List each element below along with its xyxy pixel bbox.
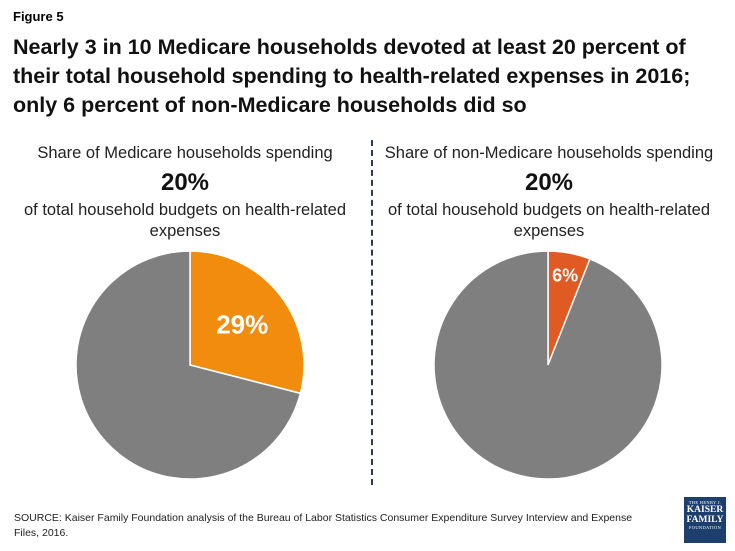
chart-headline: Nearly 3 in 10 Medicare households devot… [13, 35, 691, 117]
non-medicare-chart-caption: Share of non-Medicare households spendin… [373, 143, 725, 242]
kff-logo: THE HENRY J. KAISER FAMILY FOUNDATION [684, 497, 726, 543]
caption-percent: 20% [524, 169, 574, 196]
pie-slice [75, 250, 302, 480]
logo-line: FOUNDATION [689, 525, 721, 530]
caption-pre: Share of Medicare households spending [37, 144, 333, 162]
medicare-chart-caption: Share of Medicare households spending 20… [10, 143, 360, 242]
caption-post: of total household budgets on health-rel… [24, 201, 346, 240]
logo-line: KAISER [686, 505, 724, 515]
slice-data-label: 29% [216, 310, 268, 340]
non-medicare-pie-chart: 6% [433, 250, 663, 480]
figure-label: Figure 5 [13, 9, 64, 24]
medicare-pie-chart: 29% [75, 250, 305, 480]
logo-line: FAMILY [686, 515, 724, 525]
pie-slice [433, 250, 663, 480]
panel-divider [371, 140, 373, 485]
caption-percent: 20% [160, 169, 210, 196]
caption-post: of total household budgets on health-rel… [388, 201, 710, 240]
logo-line: THE HENRY J. [688, 500, 722, 505]
slice-data-label: 6% [552, 266, 578, 286]
pie-slice [189, 250, 305, 395]
caption-pre: Share of non-Medicare households spendin… [384, 144, 714, 162]
source-note: SOURCE: Kaiser Family Foundation analysi… [14, 512, 633, 539]
